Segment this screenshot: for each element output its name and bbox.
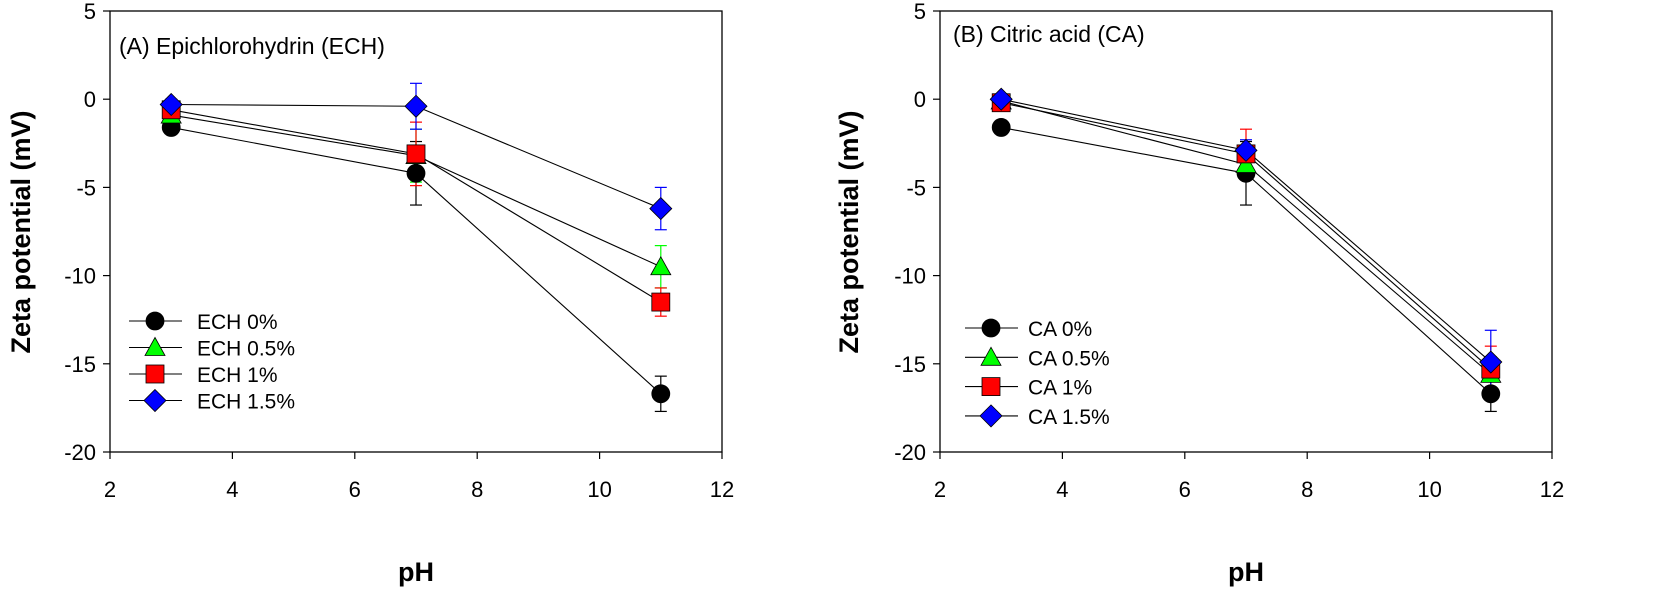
- panel-title: (B) Citric acid (CA): [953, 21, 1145, 47]
- data-point-ech-0-5: [650, 255, 672, 276]
- x-tick-label: 12: [710, 477, 734, 502]
- data-point-ech-0: [651, 384, 671, 404]
- x-tick-label: 6: [1179, 477, 1191, 502]
- x-tick-label: 8: [471, 477, 483, 502]
- data-point-ech-1-5: [404, 94, 428, 118]
- plot-marks: [989, 87, 1503, 413]
- data-point-ca-1-5: [1479, 350, 1503, 374]
- y-tick-label: 5: [914, 0, 926, 24]
- legend-label: CA 0%: [1028, 318, 1092, 341]
- legend-item-ca-0: CA 0%: [965, 318, 1092, 341]
- panel-a: (A) Epichlorohydrin (ECH) pH Zeta potent…: [6, 0, 734, 587]
- y-tick-label: -5: [76, 175, 96, 200]
- legend-item-ech-1-5: ECH 1.5%: [129, 388, 295, 414]
- legend-item-ca-0-5: CA 0.5%: [965, 346, 1110, 370]
- y-tick-label: -15: [64, 352, 96, 377]
- legend-label: ECH 1.5%: [197, 391, 295, 414]
- legend-marker: [145, 364, 165, 384]
- y-tick-label: -10: [894, 264, 926, 289]
- legend: ECH 0% ECH 0.5% ECH 1% ECH 1.5%: [129, 311, 295, 414]
- legend-label: ECH 1%: [197, 364, 278, 387]
- legend-label: CA 1%: [1028, 377, 1092, 400]
- data-point-ca-0: [991, 118, 1011, 137]
- y-tick-label: 5: [84, 0, 96, 24]
- x-tick-label: 10: [587, 477, 611, 502]
- x-tick-label: 4: [1056, 477, 1068, 502]
- legend: CA 0% CA 0.5% CA 1% CA 1.5%: [965, 318, 1110, 429]
- legend-marker: [144, 336, 166, 356]
- y-axis-title: Zeta potential (mV): [6, 110, 36, 353]
- data-point-ech-1-5: [649, 197, 673, 221]
- plot-frame: [109, 10, 723, 453]
- y-axis-title: Zeta potential (mV): [834, 110, 864, 353]
- x-tick-label: 6: [349, 477, 361, 502]
- panel-b: (B) Citric acid (CA) pH Zeta potential (…: [834, 0, 1564, 587]
- panel-title: (A) Epichlorohydrin (ECH): [119, 33, 385, 59]
- legend-marker: [145, 311, 165, 331]
- legend-marker: [979, 404, 1003, 428]
- plot-frame: [939, 10, 1553, 453]
- x-ticks: 2 4 6 8 10 12: [104, 452, 734, 502]
- y-ticks: 5 0 -5 -10 -15 -20: [64, 0, 110, 465]
- legend-item-ca-1: CA 1%: [965, 377, 1092, 400]
- legend-marker: [981, 318, 1001, 338]
- y-tick-label: -20: [894, 440, 926, 465]
- y-tick-label: 0: [84, 87, 96, 112]
- legend-label: CA 0.5%: [1028, 347, 1110, 370]
- x-tick-label: 2: [104, 477, 116, 502]
- data-point-ca-0: [1481, 384, 1501, 404]
- legend-label: ECH 0.5%: [197, 338, 295, 361]
- x-tick-label: 12: [1540, 477, 1564, 502]
- data-point-ech-1: [651, 292, 671, 312]
- legend-label: CA 1.5%: [1028, 406, 1110, 429]
- data-point-ca-1-5: [989, 87, 1013, 111]
- legend-item-ech-0: ECH 0%: [129, 311, 278, 334]
- data-point-ech-1-5: [159, 92, 183, 117]
- x-axis-title: pH: [1228, 557, 1264, 587]
- legend-marker: [143, 388, 167, 413]
- legend-item-ech-1: ECH 1%: [129, 364, 278, 387]
- y-tick-label: 0: [914, 87, 926, 112]
- legend-marker: [980, 346, 1002, 366]
- legend-label: ECH 0%: [197, 311, 278, 334]
- legend-item-ca-1-5: CA 1.5%: [965, 404, 1110, 429]
- x-tick-label: 8: [1301, 477, 1313, 502]
- x-ticks: 2 4 6 8 10 12: [934, 452, 1564, 502]
- x-tick-label: 2: [934, 477, 946, 502]
- y-ticks: 5 0 -5 -10 -15 -20: [894, 0, 940, 465]
- legend-item-ech-0-5: ECH 0.5%: [129, 336, 295, 361]
- legend-marker: [981, 377, 1001, 397]
- y-tick-label: -15: [894, 352, 926, 377]
- x-axis-title: pH: [398, 557, 434, 587]
- data-point-ech-1: [406, 144, 426, 164]
- x-tick-label: 4: [226, 477, 238, 502]
- data-point-ca-0-5: [1235, 153, 1257, 173]
- y-tick-label: -10: [64, 264, 96, 289]
- data-point-ech-0: [406, 163, 426, 183]
- data-point-ca-1-5: [1234, 138, 1258, 162]
- x-tick-label: 10: [1417, 477, 1441, 502]
- plot-marks: [159, 82, 673, 413]
- y-tick-label: -20: [64, 440, 96, 465]
- y-tick-label: -5: [906, 175, 926, 200]
